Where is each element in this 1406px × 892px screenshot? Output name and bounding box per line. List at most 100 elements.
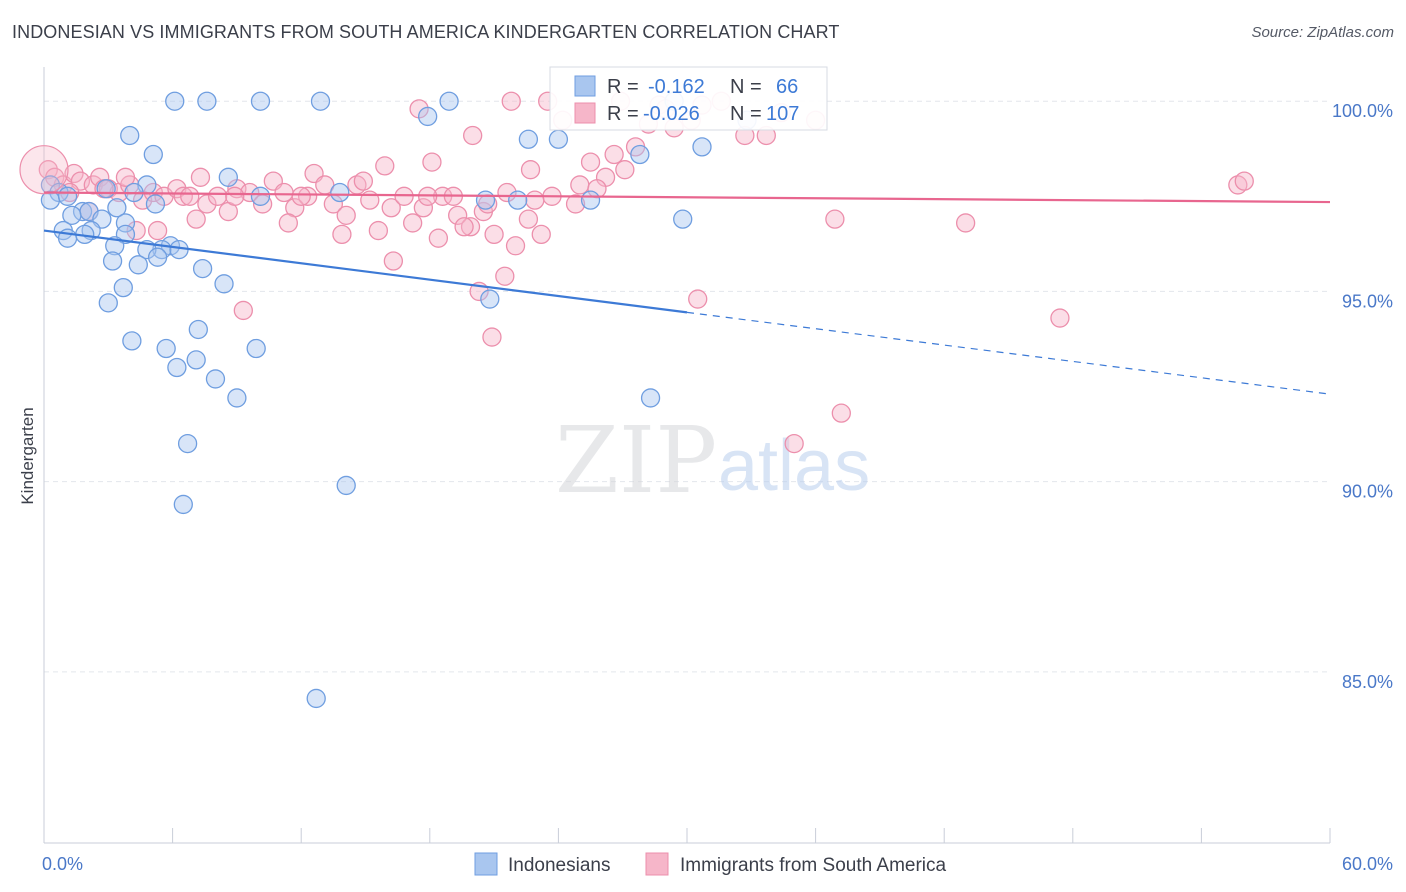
data-point-pink: [495, 266, 515, 286]
stats-r-label-pink: R =: [607, 103, 639, 125]
data-point-pink: [115, 167, 136, 187]
axes: 85.0% 90.0% 95.0% 100.0%: [43, 67, 1393, 844]
y-tick-label: 90.0%: [1342, 482, 1393, 502]
data-point-pink: [332, 224, 352, 245]
data-point-blue: [218, 167, 238, 187]
data-point-pink: [207, 186, 228, 206]
data-point-blue: [62, 205, 82, 226]
data-point-pink: [278, 213, 298, 233]
data-point-pink: [147, 220, 168, 241]
data-point-blue: [418, 106, 438, 127]
data-point-blue: [548, 129, 569, 149]
data-point-blue: [156, 338, 176, 359]
y-tick-label: 95.0%: [1342, 291, 1393, 311]
data-point-pink: [448, 205, 468, 226]
data-point-pink: [615, 160, 635, 180]
data-point-blue: [310, 91, 331, 111]
data-point-blue: [128, 255, 148, 275]
y-tick-label: 85.0%: [1342, 672, 1393, 692]
y-axis-label: Kindergarten: [18, 407, 37, 504]
stats-r-label-blue: R =: [607, 76, 639, 98]
watermark: ZIP atlas: [555, 407, 870, 514]
x-tick-label-max: 60.0%: [1342, 854, 1393, 874]
data-point-blue: [306, 688, 326, 709]
data-point-pink: [375, 156, 395, 176]
data-point-pink: [190, 167, 211, 187]
data-point-blue: [145, 194, 166, 214]
data-point-blue: [205, 369, 226, 389]
stats-n-label-blue: N =: [730, 76, 762, 98]
data-point-pink: [955, 213, 976, 233]
data-point-pink: [518, 209, 539, 229]
data-point-blue: [250, 186, 271, 206]
data-point-pink: [297, 186, 318, 206]
x-tick-label-min: 0.0%: [42, 854, 83, 874]
stats-swatch-pink: [574, 102, 596, 124]
data-point-pink: [240, 182, 260, 203]
data-point-blue: [227, 388, 247, 408]
data-point-pink-large: [19, 145, 69, 195]
data-point-pink: [126, 220, 146, 241]
stats-box: R = -0.162 N = 66 R = -0.026 N = 107: [549, 66, 828, 131]
data-point-blue: [518, 129, 539, 149]
data-point-blue: [165, 91, 185, 111]
data-point-blue: [336, 475, 356, 496]
data-point-pink: [64, 163, 84, 184]
data-point-pink: [501, 91, 521, 111]
data-point-blue: [167, 357, 187, 378]
trend-line-blue: [43, 229, 688, 314]
trend-line-blue-dashed: [686, 311, 1331, 395]
data-point-blue: [122, 331, 142, 351]
data-point-blue: [57, 186, 78, 206]
data-point-pink: [454, 217, 474, 237]
stats-n-value-blue: 66: [776, 76, 798, 98]
watermark-atlas: atlas: [718, 426, 870, 506]
legend-swatch-indonesians: [474, 852, 498, 876]
data-point-pink: [520, 160, 541, 180]
stats-swatch-blue: [574, 75, 596, 97]
data-point-pink: [463, 125, 483, 146]
data-point-pink: [383, 251, 404, 271]
data-point-pink: [422, 152, 442, 172]
data-point-pink: [570, 175, 590, 195]
data-point-blue: [192, 258, 213, 279]
data-point-pink: [225, 186, 245, 206]
data-point-pink: [38, 160, 58, 180]
data-point-pink: [604, 144, 624, 165]
data-point-blue: [102, 251, 123, 271]
trend-line-pink: [43, 191, 1331, 204]
data-point-pink: [381, 198, 401, 218]
data-point-blue: [96, 179, 116, 199]
data-point-pink: [460, 217, 481, 237]
data-point-pink: [291, 186, 311, 206]
data-point-pink: [186, 209, 206, 229]
data-point-blue: [508, 190, 528, 210]
data-point-blue: [177, 433, 198, 454]
data-point-blue: [439, 91, 459, 111]
data-point-pink: [1050, 308, 1070, 328]
data-point-blue: [98, 293, 118, 313]
data-point-pink: [173, 186, 193, 206]
data-point-pink: [505, 236, 526, 256]
data-point-blue: [673, 209, 693, 229]
legend-label-south-america: Immigrants from South America: [680, 855, 947, 876]
data-point-pink: [565, 194, 586, 214]
data-point-blue: [173, 494, 193, 515]
watermark-zip: ZIP: [555, 407, 717, 514]
data-point-blue: [147, 247, 168, 267]
data-point-blue: [630, 144, 650, 165]
data-point-pink: [825, 209, 845, 229]
legend-label-indonesians: Indonesians: [508, 855, 610, 876]
data-point-blue: [580, 190, 601, 210]
y-tick-label: 100.0%: [1332, 101, 1393, 121]
legend: Indonesians Immigrants from South Americ…: [474, 852, 947, 876]
data-points: [19, 91, 1254, 709]
data-point-pink: [1234, 171, 1254, 191]
data-point-blue: [72, 201, 93, 222]
data-point-pink: [831, 403, 851, 423]
data-point-pink: [197, 194, 217, 214]
data-point-pink: [336, 205, 356, 226]
data-point-pink: [353, 171, 374, 191]
data-point-blue: [143, 144, 163, 165]
